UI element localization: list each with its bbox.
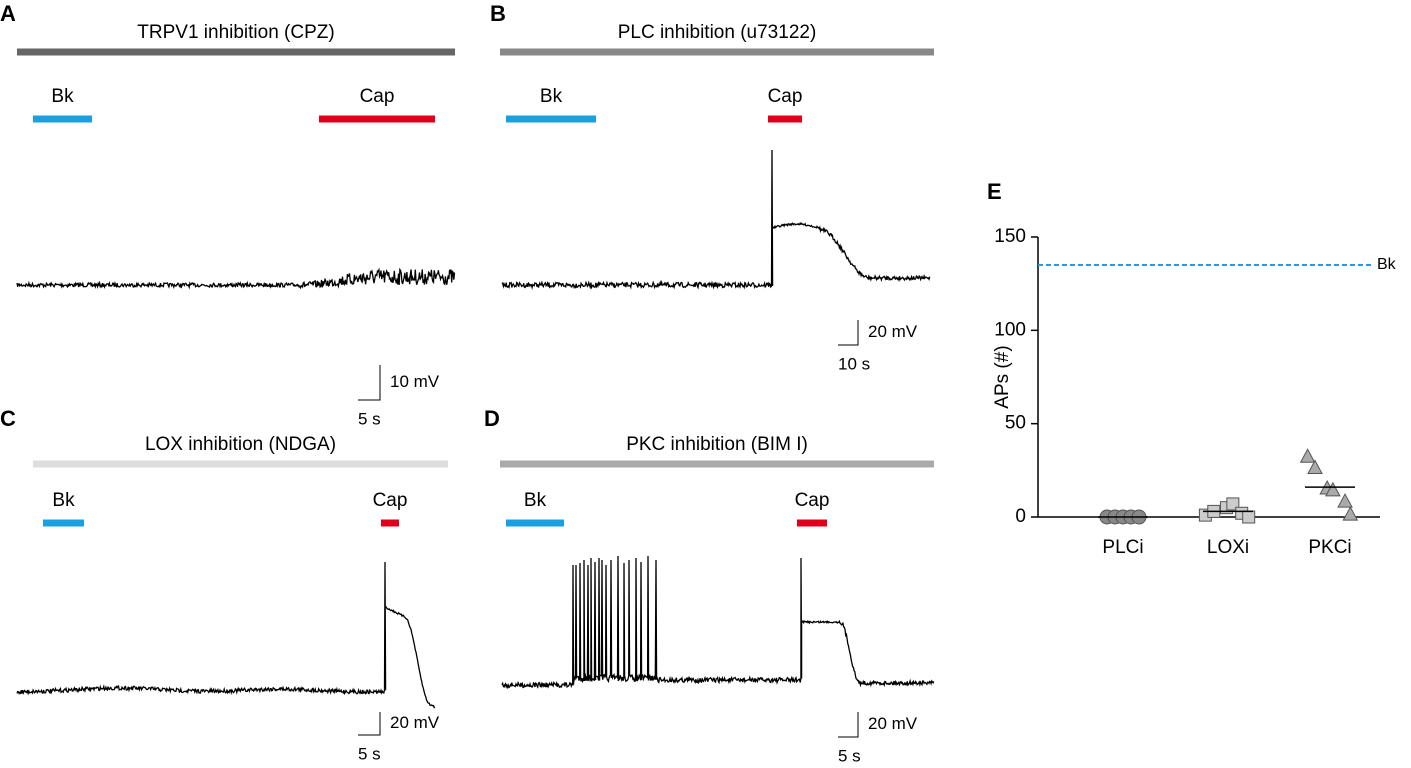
scale-label: 5 s — [358, 409, 381, 428]
data-point — [1342, 506, 1359, 521]
scale-label: 10 s — [838, 354, 870, 373]
scale-bar — [838, 320, 859, 346]
scale-label: 5 s — [358, 744, 381, 763]
scale-bar — [358, 365, 381, 401]
panel-letter: A — [0, 1, 16, 26]
y-tick-label: 100 — [994, 319, 1026, 340]
panel-title: PKC inhibition (BIM I) — [626, 434, 808, 455]
scale-bar — [358, 712, 381, 736]
scale-label: 10 mV — [390, 372, 440, 391]
panel-letter: D — [484, 406, 500, 431]
scale-label: 20 mV — [390, 713, 440, 732]
scale-label: 5 s — [838, 746, 861, 765]
data-point — [1299, 448, 1316, 463]
drug-label: Cap — [795, 490, 830, 511]
data-point — [1242, 510, 1256, 524]
panel-letter: B — [490, 1, 506, 26]
drug-label: Cap — [768, 86, 803, 107]
x-tick-label: PKCi — [1308, 537, 1351, 558]
panel-letter: E — [987, 179, 1002, 204]
panel-title: TRPV1 inhibition (CPZ) — [137, 22, 334, 43]
data-point — [1325, 481, 1341, 497]
panel-title: LOX inhibition (NDGA) — [145, 434, 336, 455]
x-tick-label: LOXi — [1207, 537, 1249, 558]
scale-label: 20 mV — [868, 714, 918, 733]
drug-label: Bk — [52, 490, 75, 511]
reference-label: Bk — [1377, 256, 1397, 273]
panel-title: PLC inhibition (u73122) — [618, 22, 817, 43]
data-point — [1307, 459, 1323, 474]
x-tick-label: PLCi — [1102, 537, 1143, 558]
data-point — [1337, 493, 1353, 508]
y-tick-label: 50 — [1005, 413, 1026, 434]
drug-label: Bk — [51, 86, 74, 107]
trace — [16, 267, 456, 290]
y-axis-label: APs (#) — [992, 345, 1013, 408]
panel-letter: C — [0, 406, 16, 431]
y-tick-label: 150 — [994, 226, 1026, 247]
trace — [16, 561, 436, 709]
trace — [501, 149, 931, 290]
drug-label: Cap — [360, 86, 395, 107]
drug-label: Bk — [524, 490, 547, 511]
drug-label: Bk — [540, 86, 563, 107]
trace — [501, 555, 935, 690]
scale-label: 20 mV — [868, 322, 918, 341]
y-tick-label: 0 — [1015, 506, 1026, 527]
scale-bar — [838, 712, 859, 738]
drug-label: Cap — [373, 490, 408, 511]
